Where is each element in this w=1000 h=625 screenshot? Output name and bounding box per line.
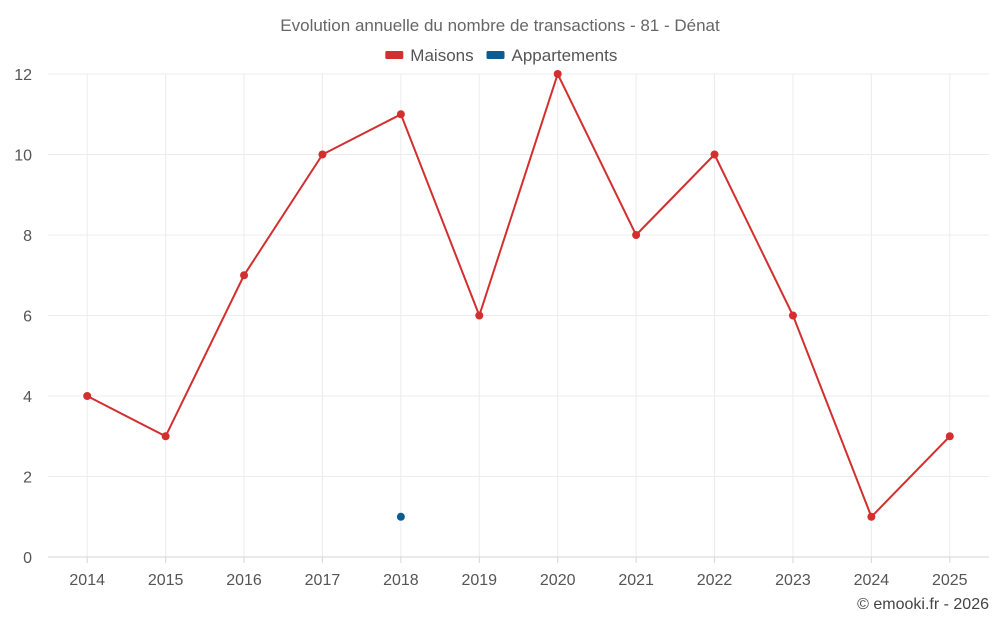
data-point-maisons[interactable] <box>240 271 249 280</box>
axes-layer: 0 2 4 6 8 10 12 2014 2015 2016 2017 2018 2019 2020 202… <box>14 67 989 589</box>
data-point-maisons[interactable] <box>318 150 327 159</box>
y-tick-label: 2 <box>23 470 32 487</box>
x-tick-label: 2014 <box>69 572 105 589</box>
data-point-maisons[interactable] <box>161 432 170 441</box>
chart-title: Evolution annuelle du nombre de transact… <box>280 16 720 35</box>
x-tick-label: 2016 <box>226 572 262 589</box>
y-tick-label: 6 <box>23 309 32 326</box>
x-tick-label: 2021 <box>618 572 654 589</box>
x-tick-label: 2024 <box>854 572 890 589</box>
y-tick-label: 0 <box>23 550 32 567</box>
grid-layer <box>48 73 989 557</box>
series-line-maisons <box>86 71 951 519</box>
x-tick-label: 2017 <box>305 572 341 589</box>
x-tick-label: 2020 <box>540 572 576 589</box>
data-point-maisons[interactable] <box>867 512 876 521</box>
data-point-maisons[interactable] <box>553 70 562 78</box>
x-tick-label: 2025 <box>932 572 968 589</box>
data-point-maisons[interactable] <box>475 311 484 320</box>
data-point-appartements[interactable] <box>396 512 405 521</box>
credit-text: © emooki.fr - 2026 <box>857 596 989 613</box>
legend-swatch-appartements[interactable] <box>486 51 505 59</box>
x-tick-label: 2023 <box>775 572 811 589</box>
data-point-maisons[interactable] <box>83 392 92 400</box>
y-tick-label: 8 <box>23 228 32 245</box>
data-point-maisons[interactable] <box>632 231 641 239</box>
y-tick-label: 12 <box>14 67 32 84</box>
data-point-maisons[interactable] <box>710 150 719 159</box>
data-point-maisons[interactable] <box>396 110 405 119</box>
series-layer <box>83 70 954 521</box>
data-point-maisons[interactable] <box>945 432 954 441</box>
legend: Maisons Appartements <box>385 46 617 65</box>
x-tick-label: 2018 <box>383 572 419 589</box>
x-tick-label: 2019 <box>461 572 497 589</box>
legend-swatch-maisons[interactable] <box>385 51 404 59</box>
x-tick-label: 2022 <box>697 572 733 589</box>
legend-label-maisons[interactable]: Maisons <box>410 46 473 65</box>
x-tick-label: 2015 <box>148 572 184 589</box>
y-tick-label: 10 <box>14 148 32 165</box>
data-point-maisons[interactable] <box>788 311 797 320</box>
legend-label-appartements[interactable]: Appartements <box>512 46 618 65</box>
y-tick-label: 4 <box>23 389 32 406</box>
